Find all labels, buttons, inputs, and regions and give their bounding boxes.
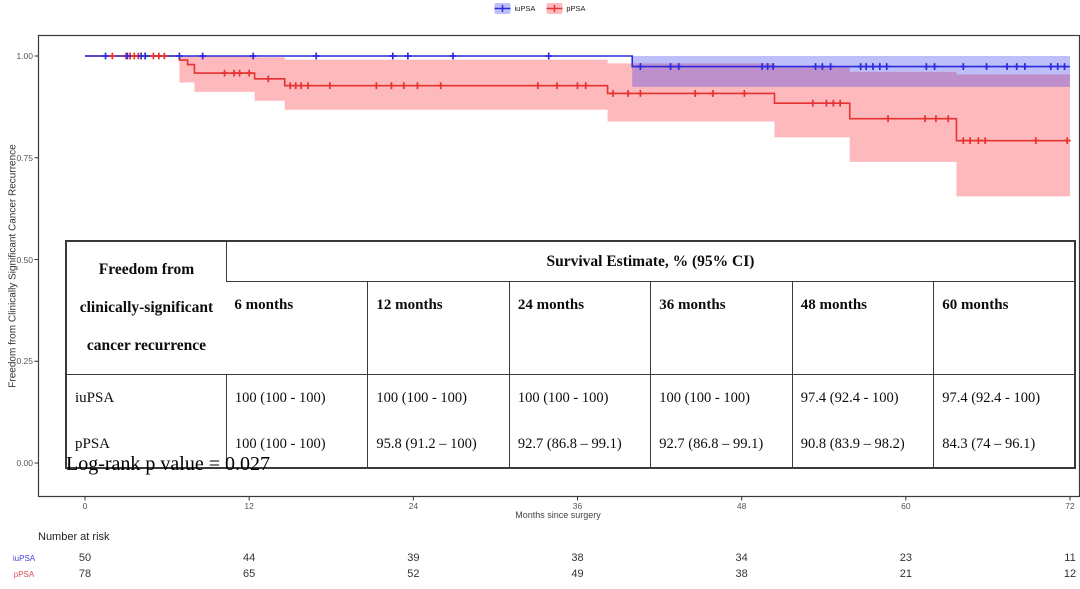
table-cell: 92.7 (86.8 – 99.1)	[650, 421, 793, 468]
risk-count: 44	[243, 552, 256, 564]
ppsa-survival-curve	[85, 55, 1070, 142]
risk-row-label: iuPSA	[12, 554, 36, 563]
table-column-header: 24 months	[508, 281, 651, 375]
y-tick-label: 0.25	[16, 356, 33, 367]
y-tick-label: 1.00	[16, 51, 33, 61]
table-cell: 100 (100 - 100)	[367, 374, 510, 421]
table-cell: 100 (100 - 100)	[225, 421, 368, 468]
risk-count: 49	[571, 568, 584, 580]
table-span-header: Survival Estimate, % (95% CI)	[225, 241, 1075, 282]
risk-count: 23	[899, 552, 912, 564]
logrank-annotation: Log-rank p value = 0.027	[66, 453, 271, 475]
ppsa-ci-band	[179, 56, 1071, 197]
risk-count: 21	[899, 568, 912, 580]
iupsa-key-icon	[494, 3, 511, 14]
table-cell: 97.4 (92.4 - 100)	[791, 374, 934, 421]
table-cell: 90.8 (83.9 – 98.2)	[791, 421, 934, 468]
risk-row-label: pPSA	[13, 570, 35, 579]
table-cell: 100 (100 - 100)	[225, 374, 368, 421]
risk-count: 34	[735, 552, 748, 564]
x-tick-label: 60	[901, 501, 911, 511]
table-cell: 97.4 (92.4 - 100)	[933, 374, 1075, 421]
x-tick-label: 12	[244, 501, 254, 511]
x-axis-title: Months since surgery	[515, 510, 601, 520]
y-tick-label: 0.50	[16, 254, 33, 265]
risk-count: 38	[735, 568, 748, 580]
risk-count: 65	[243, 568, 256, 580]
risk-count: 39	[407, 552, 420, 564]
legend: iuPSA pPSA	[494, 3, 586, 14]
table-cell: 95.8 (91.2 – 100)	[367, 421, 510, 468]
x-tick-label: 24	[408, 501, 419, 511]
survival-estimate-table: Freedom from clinically-significant cancer…	[65, 240, 1076, 469]
table-cell: 84.3 (74 – 96.1)	[933, 421, 1075, 468]
table-column-header: 48 months	[791, 281, 934, 375]
x-tick-label: 0	[82, 501, 88, 511]
number-at-risk-title: Number at risk	[38, 531, 110, 543]
table-cell: 100 (100 - 100)	[508, 374, 651, 421]
risk-count: 50	[78, 552, 92, 564]
y-tick-label: 0.75	[16, 152, 33, 163]
table-row-label: pPSA	[75, 435, 111, 452]
risk-count: 11	[1064, 552, 1076, 564]
risk-count: 78	[78, 568, 92, 580]
risk-count: 52	[407, 568, 420, 580]
table-cell: 100 (100 - 100)	[650, 374, 793, 421]
table-row: iuPSA 100 (100 - 100) 100 (100 - 100) 100 (…	[66, 374, 1075, 421]
axis-tick-marks	[34, 55, 1071, 501]
y-axis-title: Freedom from Clinically Significant Canc…	[7, 144, 19, 388]
table-column-header: 60 months	[933, 281, 1075, 375]
legend-label-ppsa: pPSA	[566, 4, 586, 13]
iupsa-censor-marks	[102, 52, 1068, 70]
x-tick-label: 36	[572, 501, 583, 511]
table-row: pPSA 100 (100 - 100) 95.8 (91.2 – 100) 92.7…	[66, 421, 1075, 468]
table-cell: 92.7 (86.8 – 99.1)	[508, 421, 651, 468]
risk-count: 12	[1063, 568, 1077, 580]
table-column-header: 12 months	[367, 281, 510, 375]
table-row-label: iuPSA	[75, 389, 115, 406]
x-tick-label: 72	[1065, 501, 1075, 511]
y-tick-label: 0.00	[16, 458, 33, 468]
x-tick-label: 48	[736, 501, 747, 511]
iupsa-survival-curve	[85, 55, 1070, 68]
table-row-header: Freedom from clinically-significant cancer…	[66, 241, 227, 375]
legend-label-iupsa: iuPSA	[514, 4, 536, 13]
table-column-header: 36 months	[650, 281, 793, 375]
risk-count: 38	[571, 552, 584, 564]
table-column-header: 6 months	[226, 281, 368, 375]
legend-item-iupsa: iuPSA	[494, 3, 535, 14]
iupsa-ci-band	[632, 56, 1070, 87]
ppsa-key-icon	[546, 3, 563, 14]
legend-item-ppsa: pPSA	[546, 3, 586, 14]
